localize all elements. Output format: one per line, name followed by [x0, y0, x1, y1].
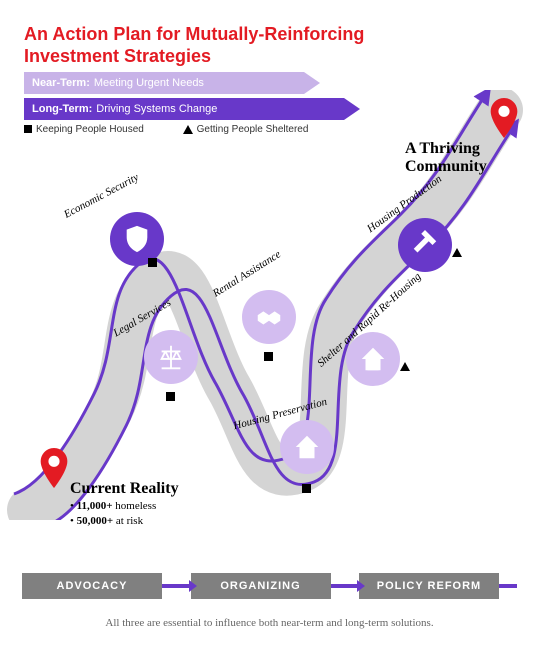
start-stat-1: • 11,000+ homeless	[70, 500, 179, 513]
svg-text:$: $	[133, 232, 141, 247]
end-label: A Thriving Community	[405, 140, 487, 177]
footer-bar: ADVOCACY ORGANIZING POLICY REFORM	[22, 573, 517, 599]
end-title-2: Community	[405, 158, 487, 176]
footer-arrow-2	[331, 584, 360, 588]
footer-caption: All three are essential to influence bot…	[0, 617, 539, 629]
footer-organizing: ORGANIZING	[191, 573, 331, 599]
node-marker-rental-assistance	[264, 352, 273, 361]
footer-policy-reform: POLICY REFORM	[359, 573, 499, 599]
node-marker-economic-security	[148, 258, 157, 267]
footer-advocacy: ADVOCACY	[22, 573, 162, 599]
footer-arrow-3	[499, 584, 517, 588]
node-housing-preservation	[280, 420, 334, 474]
start-title: Current Reality	[70, 480, 179, 498]
node-housing-production	[398, 218, 452, 272]
start-label: Current Reality • 11,000+ homeless • 50,…	[70, 480, 179, 528]
near-term-text: Meeting Urgent Needs	[94, 77, 204, 89]
node-marker-housing-production	[452, 248, 462, 257]
end-title-1: A Thriving	[405, 140, 487, 158]
node-legal-services	[144, 330, 198, 384]
start-stat-2: • 50,000+ at risk	[70, 515, 179, 528]
start-pin-icon	[40, 448, 68, 488]
near-term-label: Near-Term:	[32, 77, 90, 89]
main-title: An Action Plan for Mutually-Reinforcing …	[24, 24, 374, 67]
node-marker-shelter-rapid	[400, 362, 410, 371]
end-pin-icon	[490, 98, 518, 138]
node-marker-housing-preservation	[302, 484, 311, 493]
node-rental-assistance	[242, 290, 296, 344]
footer-arrow-1	[162, 584, 191, 588]
node-marker-legal-services	[166, 392, 175, 401]
